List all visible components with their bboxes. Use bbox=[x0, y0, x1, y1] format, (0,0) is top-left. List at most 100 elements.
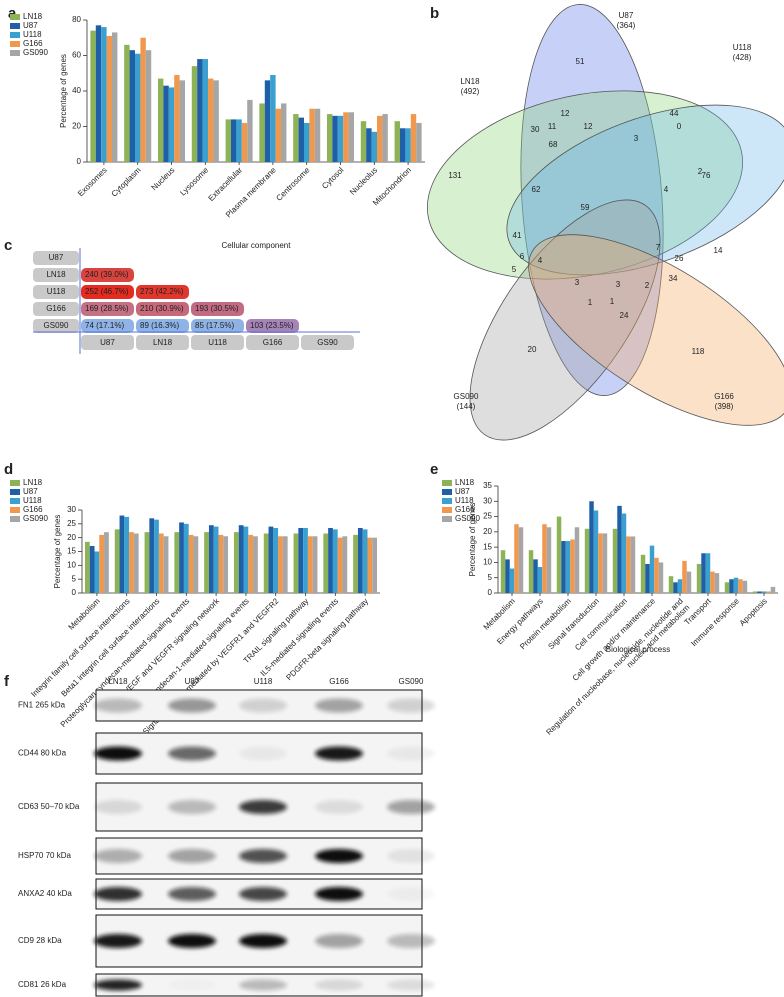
y-tick-label: 0 bbox=[72, 588, 77, 597]
y-tick-label: 25 bbox=[67, 519, 76, 528]
matrix-cell-text: 85 (17.5%) bbox=[195, 321, 234, 330]
bar bbox=[724, 582, 730, 593]
blot-band bbox=[239, 849, 287, 863]
venn-count: 68 bbox=[549, 140, 558, 149]
column-label-box bbox=[136, 335, 189, 350]
x-tick-label: Signal transduction bbox=[546, 597, 600, 651]
legend-label: G166 bbox=[23, 39, 43, 48]
bar bbox=[761, 591, 767, 593]
venn-count: 12 bbox=[561, 109, 570, 118]
bar bbox=[598, 533, 603, 593]
column-label-box bbox=[81, 335, 134, 350]
blot-band bbox=[315, 934, 363, 948]
bar bbox=[658, 562, 664, 593]
bar bbox=[298, 527, 304, 593]
venn-count: 7 bbox=[656, 243, 661, 252]
y-tick-label: 0 bbox=[77, 157, 82, 166]
bar bbox=[208, 525, 214, 593]
matrix-cell-text: 273 (42.2%) bbox=[140, 287, 184, 296]
bar bbox=[112, 32, 118, 162]
bar bbox=[343, 112, 349, 162]
venn-count: 62 bbox=[532, 185, 541, 194]
matrix-cell-text: 74 (17.1%) bbox=[85, 321, 124, 330]
bar bbox=[149, 518, 155, 593]
text-line: Regulation of nucleobase, nucleoside, nu… bbox=[545, 597, 685, 737]
venn-set-size: (428) bbox=[733, 53, 752, 62]
venn-set-name: GS090 bbox=[454, 392, 479, 401]
bar bbox=[191, 66, 198, 162]
bar bbox=[263, 533, 269, 593]
matrix-cell-text: 89 (16.3%) bbox=[140, 321, 179, 330]
row-label-box bbox=[33, 268, 79, 282]
bar bbox=[574, 527, 580, 593]
bar bbox=[348, 112, 355, 162]
bar bbox=[366, 128, 372, 162]
legend-swatch bbox=[10, 507, 20, 513]
bar bbox=[710, 571, 715, 593]
y-tick-label: 20 bbox=[72, 122, 81, 131]
y-axis-label: Percentage of genes bbox=[468, 503, 477, 577]
blot-band bbox=[387, 887, 435, 901]
blot-band bbox=[387, 934, 435, 948]
bar bbox=[612, 528, 618, 593]
lane-label: G166 bbox=[329, 677, 349, 686]
protein-label: FN1 265 kDa bbox=[18, 701, 66, 710]
row-label: G166 bbox=[46, 304, 66, 313]
blot-band bbox=[168, 849, 216, 863]
venn-count: 41 bbox=[513, 231, 522, 240]
matrix-cell bbox=[81, 268, 134, 282]
venn-count: 1 bbox=[588, 298, 593, 307]
venn-set bbox=[506, 104, 784, 276]
matrix-cell bbox=[81, 302, 134, 316]
row-label: U118 bbox=[47, 287, 66, 296]
bar bbox=[377, 115, 383, 162]
bar bbox=[179, 522, 184, 593]
bar bbox=[677, 579, 683, 593]
legend-label: LN18 bbox=[23, 12, 43, 21]
blot-band bbox=[94, 979, 142, 991]
blot-band bbox=[387, 800, 435, 814]
bar bbox=[342, 536, 348, 593]
x-tick-label: Cytoplasm bbox=[110, 165, 143, 198]
venn-set bbox=[426, 90, 744, 280]
matrix-cell bbox=[81, 319, 134, 333]
blot-band bbox=[239, 934, 287, 948]
bar bbox=[686, 571, 692, 593]
y-tick-label: 10 bbox=[67, 560, 76, 569]
panel-label: f bbox=[4, 673, 10, 690]
x-axis-label: Biological process bbox=[606, 645, 670, 654]
bar bbox=[89, 545, 95, 593]
bar bbox=[546, 527, 552, 593]
bar bbox=[230, 119, 237, 162]
blot-band bbox=[94, 849, 142, 863]
bar bbox=[303, 527, 308, 593]
legend-label: LN18 bbox=[23, 478, 43, 487]
matrix-cell bbox=[191, 319, 244, 333]
y-tick-label: 10 bbox=[483, 558, 492, 567]
row-label: GS090 bbox=[44, 321, 69, 330]
blot-band bbox=[94, 746, 142, 761]
x-tick-label: Cytosol bbox=[320, 165, 345, 190]
protein-label: CD63 50–70 kDa bbox=[18, 802, 80, 811]
bar bbox=[163, 536, 169, 593]
bar bbox=[500, 550, 506, 593]
panel-label: e bbox=[430, 461, 438, 478]
bar bbox=[630, 536, 636, 593]
legend-label: GS090 bbox=[23, 48, 48, 57]
bar bbox=[766, 591, 771, 593]
matrix-cell bbox=[136, 319, 189, 333]
bar bbox=[323, 533, 329, 593]
x-tick-label: Centrosome bbox=[274, 165, 312, 203]
y-tick-label: 25 bbox=[483, 512, 492, 521]
bar bbox=[124, 516, 130, 593]
bar bbox=[124, 44, 130, 162]
venn-count: 20 bbox=[528, 345, 537, 354]
x-tick-label: Nucleolus bbox=[348, 166, 379, 197]
bar bbox=[247, 99, 253, 162]
bar bbox=[134, 53, 141, 162]
bar bbox=[593, 510, 599, 593]
bar bbox=[303, 122, 310, 162]
lane-label: GS090 bbox=[399, 677, 424, 686]
legend-swatch bbox=[10, 32, 20, 38]
bar bbox=[241, 122, 248, 162]
